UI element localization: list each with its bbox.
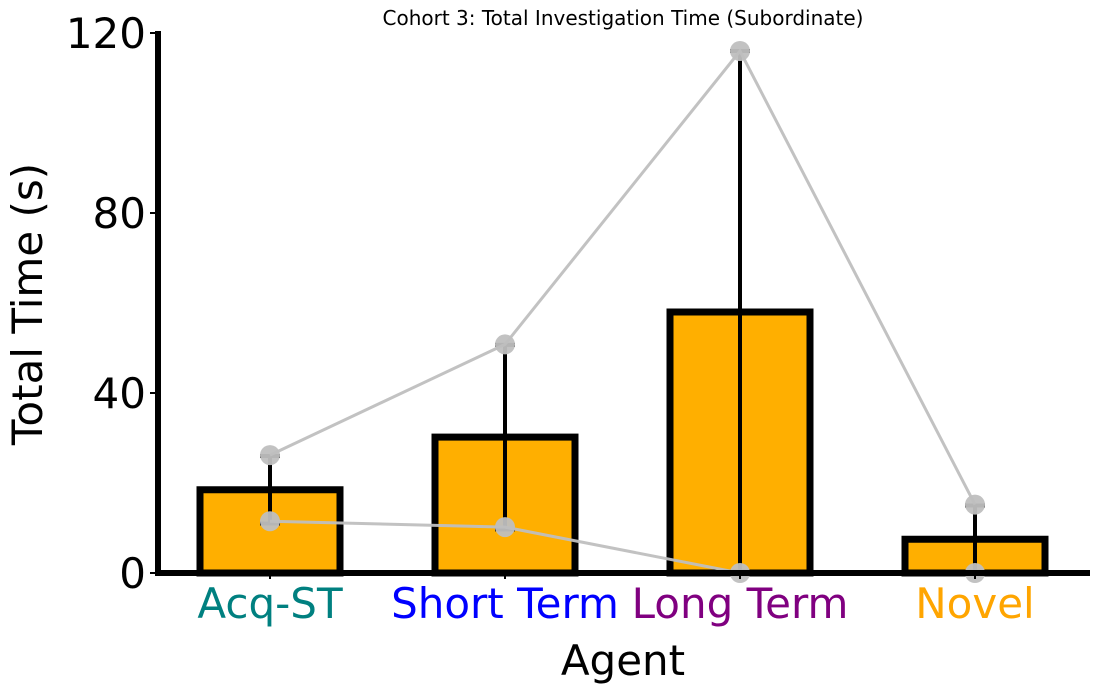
x-tick-label: Novel (915, 579, 1034, 628)
x-axis-label: Agent (561, 636, 685, 685)
axes-group (155, 31, 1090, 576)
y-tick-label: 80 (93, 189, 146, 238)
individual-line-1 (269, 48, 977, 506)
y-tick-label: 0 (119, 549, 146, 598)
x-tick-label: Long Term (632, 579, 849, 628)
y-tick-label: 120 (66, 9, 146, 58)
individual-line-2 (269, 519, 975, 575)
x-ticks-group: Acq-ST Short Term Long Term Novel (197, 573, 1035, 628)
individual-point (495, 517, 515, 538)
x-tick-label: Short Term (391, 579, 619, 628)
individual-lines-group (260, 41, 985, 583)
individual-point (495, 334, 515, 355)
individual-point (730, 41, 750, 61)
individual-point (260, 511, 280, 532)
chart-title: Cohort 3: Total Investigation Time (Subo… (383, 6, 864, 30)
bars-group (196, 308, 1049, 577)
individual-point (965, 494, 985, 515)
y-tick-label: 40 (93, 369, 146, 418)
y-axis-label: Total Time (s) (3, 163, 52, 446)
x-tick-label: Acq-ST (197, 579, 343, 628)
individual-point (260, 445, 280, 466)
y-ticks-group: 0 40 80 120 (66, 9, 158, 598)
